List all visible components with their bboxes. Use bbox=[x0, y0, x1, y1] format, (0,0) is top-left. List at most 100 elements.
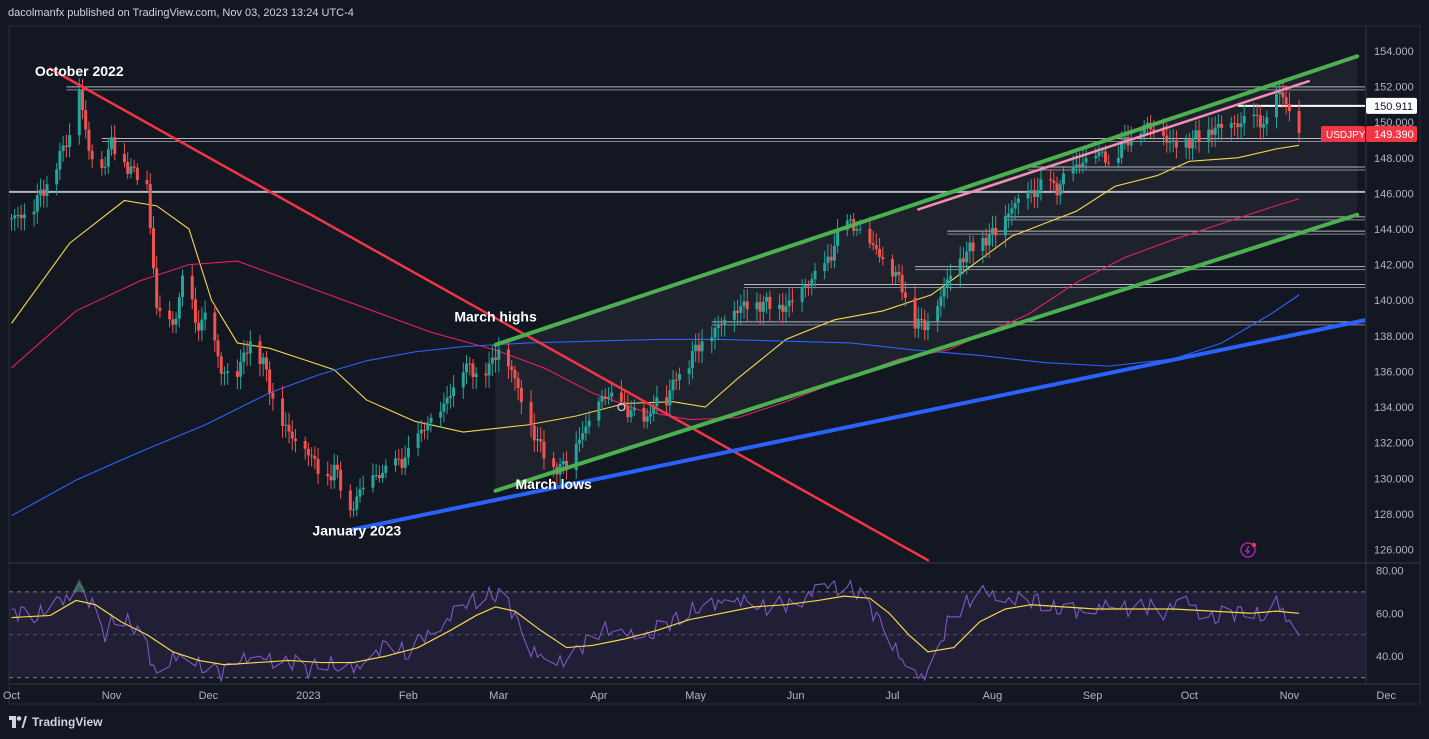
candle-body bbox=[339, 469, 343, 491]
candle-body bbox=[55, 169, 59, 185]
candle-body bbox=[10, 218, 13, 220]
candle-body bbox=[926, 321, 930, 331]
candle-body bbox=[858, 228, 862, 230]
candle-body bbox=[484, 373, 488, 376]
rsi-axis[interactable]: 80.00 60.00 40.00 bbox=[1376, 565, 1404, 663]
candle-body bbox=[58, 151, 62, 170]
candle-body bbox=[874, 245, 878, 249]
candle-body bbox=[90, 150, 94, 160]
candle-body bbox=[826, 256, 830, 264]
candle-body bbox=[1284, 97, 1288, 105]
candle-body bbox=[984, 238, 988, 246]
candle-body bbox=[971, 242, 975, 251]
time-tick-label: Apr bbox=[590, 690, 607, 702]
candle-body bbox=[916, 318, 920, 329]
tradingview-logo[interactable]: TradingView bbox=[9, 715, 102, 729]
candle-body bbox=[723, 319, 727, 325]
candle-body bbox=[623, 401, 627, 406]
candle-body bbox=[290, 431, 294, 439]
candle-body bbox=[687, 368, 691, 375]
candle-body bbox=[942, 287, 946, 297]
candle-body bbox=[423, 429, 427, 431]
candle-body bbox=[584, 426, 588, 434]
candle-body bbox=[765, 296, 769, 302]
candle-body bbox=[587, 420, 591, 427]
candle-body bbox=[426, 422, 430, 431]
candle-body bbox=[171, 319, 175, 325]
candle-body bbox=[739, 306, 743, 313]
annotation-label: March highs bbox=[454, 309, 537, 325]
channel-shading bbox=[495, 56, 1358, 491]
candle-body bbox=[832, 245, 836, 261]
candle-body bbox=[19, 214, 23, 219]
candle-body bbox=[1216, 123, 1220, 128]
time-tick-label: Nov bbox=[102, 690, 122, 702]
candle-body bbox=[293, 438, 297, 442]
candle-body bbox=[1145, 122, 1149, 125]
candle-body bbox=[419, 429, 423, 434]
candle-body bbox=[810, 279, 814, 286]
candle-body bbox=[203, 312, 207, 320]
time-axis[interactable]: Oct Nov Dec 2023 Feb Mar Apr May Jun Jul Aug Sep Oct… bbox=[3, 690, 1397, 702]
candle-body bbox=[945, 279, 949, 288]
marked-level-badge bbox=[1366, 97, 1417, 114]
candle-body bbox=[626, 405, 630, 418]
candle-body bbox=[1078, 164, 1082, 167]
candle-body bbox=[958, 258, 962, 276]
rsi-tick-label: 80.00 bbox=[1376, 565, 1404, 577]
rsi-tick-label: 60.00 bbox=[1376, 608, 1404, 620]
candle-body bbox=[181, 275, 185, 298]
candle-body bbox=[377, 475, 381, 479]
price-axis[interactable]: 154.000152.000150.000148.000146.000144.0… bbox=[1374, 46, 1414, 557]
candle-body bbox=[122, 154, 126, 163]
candle-body bbox=[736, 310, 740, 313]
price-tick-label: 134.000 bbox=[1374, 402, 1414, 414]
price-tick-label: 126.000 bbox=[1374, 545, 1414, 557]
candle-body bbox=[474, 373, 478, 378]
candle-body bbox=[1120, 143, 1124, 158]
candle-body bbox=[442, 403, 446, 412]
candle-body bbox=[1123, 137, 1127, 144]
candle-body bbox=[968, 242, 972, 252]
rsi-overbought-fill bbox=[66, 579, 86, 592]
alert-icon[interactable] bbox=[1240, 542, 1257, 558]
candle-body bbox=[352, 509, 356, 511]
candle-body bbox=[581, 433, 585, 440]
candle-body bbox=[1242, 116, 1246, 124]
candle-body bbox=[242, 352, 246, 362]
candle-body bbox=[923, 319, 927, 331]
price-tick-label: 132.000 bbox=[1374, 438, 1414, 450]
candle-body bbox=[577, 439, 581, 444]
candle-body bbox=[42, 189, 46, 196]
candle-body bbox=[836, 230, 840, 246]
candle-body bbox=[619, 392, 623, 402]
candle-body bbox=[471, 363, 475, 378]
candle-body bbox=[80, 90, 84, 111]
candle-body bbox=[597, 401, 601, 421]
candle-body bbox=[1210, 129, 1214, 135]
candle-body bbox=[1055, 183, 1059, 196]
candle-body bbox=[200, 319, 204, 331]
publish-info-text: dacolmanfx published on TradingView.com,… bbox=[8, 7, 354, 19]
candle-body bbox=[1052, 180, 1056, 184]
candle-body bbox=[855, 229, 859, 231]
candle-body bbox=[77, 90, 81, 136]
time-tick-label: Oct bbox=[3, 690, 20, 702]
candle-body bbox=[645, 416, 649, 422]
candle-body bbox=[732, 310, 736, 320]
candle-body bbox=[384, 465, 388, 473]
candle-body bbox=[213, 312, 217, 341]
candle-body bbox=[261, 357, 265, 364]
candle-body bbox=[100, 159, 104, 168]
candle-body bbox=[332, 464, 336, 481]
price-tick-label: 148.000 bbox=[1374, 153, 1414, 165]
candle-body bbox=[629, 410, 633, 418]
price-labels: 150.911 USDJPY 149.390 bbox=[1321, 97, 1417, 143]
candle-body bbox=[1274, 94, 1278, 118]
price-tick-label: 140.000 bbox=[1374, 295, 1414, 307]
candle-body bbox=[1036, 190, 1040, 198]
candle-body bbox=[461, 372, 465, 388]
candlesticks bbox=[10, 78, 1301, 518]
